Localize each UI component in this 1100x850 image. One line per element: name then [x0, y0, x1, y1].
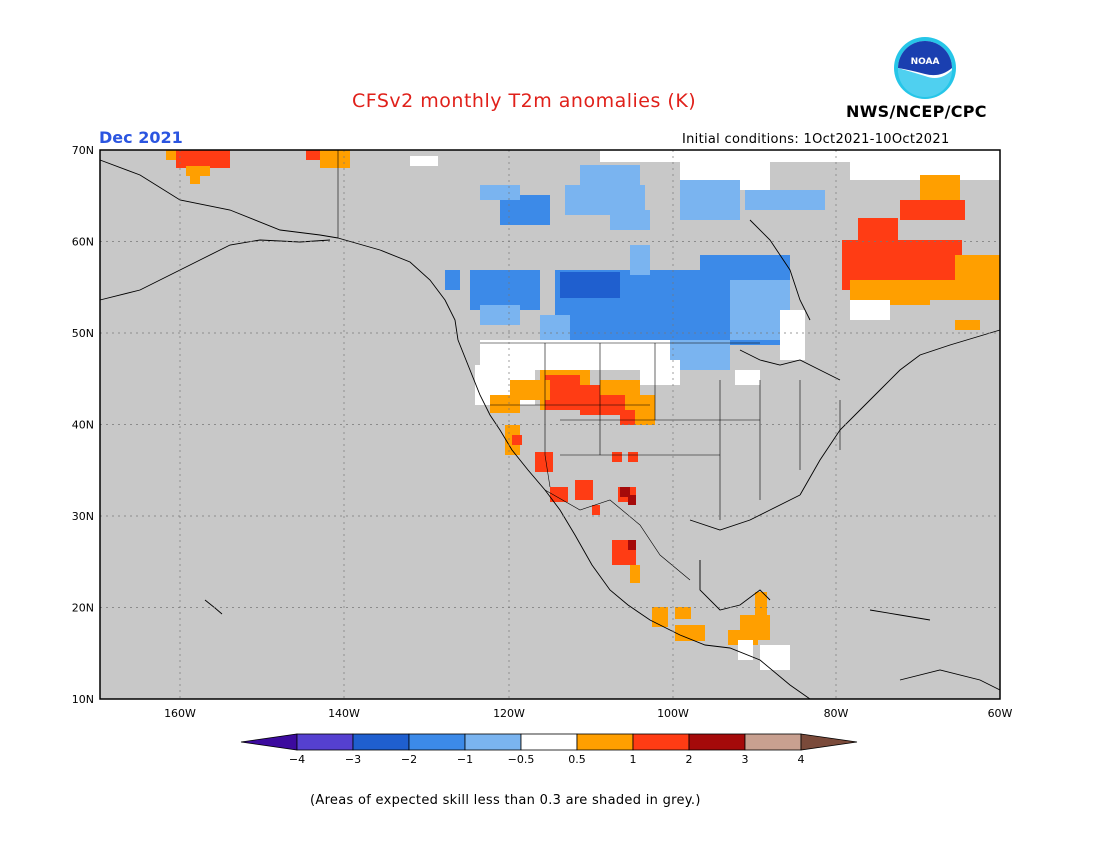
noaa-logo-text: NOAA	[911, 57, 940, 67]
longitude-label: 120W	[493, 707, 525, 720]
colorbar-swatch	[408, 733, 466, 751]
skill-footnote: (Areas of expected skill less than 0.3 a…	[310, 793, 701, 808]
map-title: CFSv2 monthly T2m anomalies (K)	[352, 90, 697, 112]
latitude-label: 50N	[72, 327, 94, 340]
longitude-label: 60W	[988, 707, 1013, 720]
longitude-labels: 160W 140W 120W 100W 80W 60W	[164, 707, 1012, 720]
colorbar-swatch	[632, 733, 690, 751]
colorbar-tick-label: 2	[686, 753, 693, 766]
latitude-label: 10N	[72, 693, 94, 706]
colorbar-swatch	[520, 733, 578, 751]
colorbar: −4 −3 −2 −1 −0.5 0.5 1 2 3 4	[240, 733, 858, 766]
colorbar-tick-label: −0.5	[508, 753, 535, 766]
latitude-label: 70N	[72, 144, 94, 157]
colorbar-min-arrow	[240, 733, 298, 751]
colorbar-tick-label: 3	[742, 753, 749, 766]
colorbar-swatch	[688, 733, 746, 751]
latitude-label: 60N	[72, 236, 94, 249]
colorbar-tick-label: −3	[345, 753, 361, 766]
colorbar-swatch	[352, 733, 410, 751]
forecast-month: Dec 2021	[99, 128, 183, 147]
latitude-label: 30N	[72, 510, 94, 523]
colorbar-swatch	[464, 733, 522, 751]
noaa-logo: NOAA	[894, 37, 956, 99]
colorbar-max-arrow	[800, 733, 858, 751]
colorbar-swatch	[744, 733, 802, 751]
latitude-label: 20N	[72, 602, 94, 615]
longitude-label: 80W	[824, 707, 849, 720]
longitude-label: 100W	[657, 707, 689, 720]
latitude-label: 40N	[72, 419, 94, 432]
initial-conditions: Initial conditions: 1Oct2021-10Oct2021	[682, 132, 950, 147]
coastlines	[99, 159, 1001, 700]
colorbar-tick-label: 4	[798, 753, 805, 766]
longitude-label: 140W	[328, 707, 360, 720]
latitude-labels: 70N 60N 50N 40N 30N 20N 10N	[72, 144, 94, 706]
map-frame	[99, 149, 1001, 700]
graticule	[100, 150, 1000, 699]
colorbar-tick-label: −1	[457, 753, 473, 766]
colorbar-tick-label: 1	[630, 753, 637, 766]
colorbar-tick-label: −2	[401, 753, 417, 766]
colorbar-swatch	[576, 733, 634, 751]
state-borders	[337, 150, 841, 581]
colorbar-swatch	[296, 733, 354, 751]
anomaly-cells	[166, 150, 1000, 670]
colorbar-tick-label: −4	[289, 753, 305, 766]
colorbar-tick-label: 0.5	[568, 753, 586, 766]
agency-label: NWS/NCEP/CPC	[846, 102, 987, 121]
longitude-label: 160W	[164, 707, 196, 720]
